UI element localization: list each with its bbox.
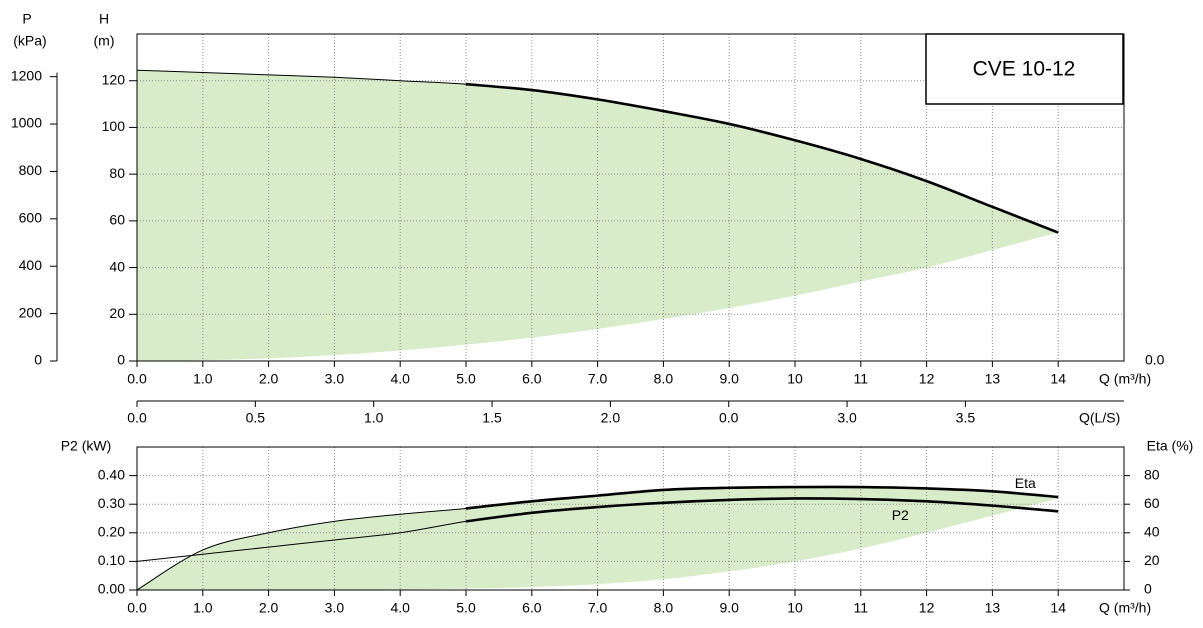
- y-axis-label: H: [99, 11, 109, 27]
- y2-tick-label: 1000: [11, 115, 42, 131]
- curve-label: P2: [892, 507, 909, 523]
- x-tick-label: 0.0: [127, 371, 147, 387]
- y-tick-label: 20: [109, 305, 125, 321]
- x2-tick-label: 1.0: [364, 410, 384, 426]
- x-tick-label: 1.0: [193, 371, 213, 387]
- x-tick-label: 14: [1050, 600, 1066, 616]
- y2-tick-label: 1200: [11, 67, 42, 83]
- x2-tick-label: 0.0: [127, 410, 147, 426]
- y-tick-label: 0.30: [98, 495, 125, 511]
- y-axis-label: P2 (kW): [61, 438, 112, 454]
- y2-tick-label: 200: [19, 304, 43, 320]
- x-tick-label: 13: [985, 600, 1001, 616]
- chart-title: CVE 10-12: [973, 58, 1076, 81]
- curve-operating: [465, 82, 1059, 234]
- x2-tick-label: 0.5: [246, 410, 266, 426]
- curve-operating: [465, 497, 1059, 523]
- y2-tick-label: 800: [19, 162, 43, 178]
- y-axis-unit: (m): [94, 33, 115, 49]
- x-tick-label: 6.0: [522, 600, 542, 616]
- x-tick-label: 4.0: [390, 600, 410, 616]
- x-tick-label: 10: [787, 371, 803, 387]
- x-tick-label: 9.0: [719, 600, 739, 616]
- y-tick-label: 100: [102, 118, 126, 134]
- plot-frame: [136, 33, 1125, 362]
- y2-axis-label: Eta (%): [1147, 438, 1194, 454]
- y-tick-label: 80: [109, 165, 125, 181]
- x-tick-label: 2.0: [259, 371, 279, 387]
- x-axis-label: Q (m³/h): [1099, 371, 1151, 387]
- y-tick-label: 0.10: [98, 552, 125, 568]
- y2-tick-label: 40: [1144, 524, 1160, 540]
- x2-tick-label: 3.5: [956, 410, 976, 426]
- x-tick-label: 12: [919, 600, 935, 616]
- x-tick-label: 0.0: [127, 600, 147, 616]
- y-tick-label: 0.20: [98, 524, 125, 540]
- plot-frame: [136, 446, 1125, 591]
- x-tick-label: 4.0: [390, 371, 410, 387]
- x-tick-label: 5.0: [456, 600, 476, 616]
- x-tick-label: 8.0: [654, 371, 674, 387]
- x-tick-label: 13: [985, 371, 1001, 387]
- x-tick-label: 11: [854, 371, 869, 387]
- y2-tick-label: 20: [1144, 552, 1160, 568]
- y2-axis-label: P: [22, 11, 31, 27]
- y2-tick-label: 400: [19, 257, 43, 273]
- x2-tick-label: 0.0: [719, 410, 739, 426]
- curve-operating: [465, 485, 1059, 510]
- y2-tick-label: 60: [1144, 495, 1160, 511]
- x-tick-label: 11: [854, 600, 869, 616]
- y-tick-label: 0: [117, 352, 125, 368]
- x-tick-label: 1.0: [193, 600, 213, 616]
- y-tick-label: 0.40: [98, 466, 125, 482]
- x-tick-label: 3.0: [325, 371, 345, 387]
- y2-tick-label: 80: [1144, 466, 1160, 482]
- x-tick-label: 10: [787, 600, 803, 616]
- y2-tick-label: 0: [34, 352, 42, 368]
- y-tick-label: 120: [102, 71, 126, 87]
- x-tick-label: 14: [1050, 371, 1066, 387]
- x2-axis-label: Q(L/S): [1079, 410, 1120, 426]
- y-tick-label: 0.00: [98, 581, 125, 597]
- x-tick-label: 9.0: [719, 371, 739, 387]
- x2-tick-label: 2.0: [601, 410, 621, 426]
- x-tick-label: 7.0: [588, 600, 608, 616]
- operating-band: [137, 486, 1059, 591]
- x-tick-label: 7.0: [588, 371, 608, 387]
- y-tick-label: 40: [109, 258, 125, 274]
- x-tick-label: 8.0: [654, 600, 674, 616]
- x-tick-label: 3.0: [325, 600, 345, 616]
- right-axis-label: 0.0: [1145, 352, 1165, 368]
- y-tick-label: 60: [109, 212, 125, 228]
- y2-tick-label: 0: [1144, 581, 1152, 597]
- x2-tick-label: 1.5: [482, 410, 502, 426]
- x-axis-label: Q (m³/h): [1099, 600, 1151, 616]
- x2-tick-label: 3.0: [837, 410, 857, 426]
- y2-tick-label: 600: [19, 210, 43, 226]
- title-box: [925, 33, 1124, 105]
- x-tick-label: 6.0: [522, 371, 542, 387]
- operating-band: [137, 70, 1059, 361]
- x-tick-label: 5.0: [456, 371, 476, 387]
- x-tick-label: 2.0: [259, 600, 279, 616]
- y2-axis-unit: (kPa): [13, 33, 46, 49]
- x-tick-label: 12: [919, 371, 935, 387]
- curve-label: Eta: [1015, 475, 1036, 491]
